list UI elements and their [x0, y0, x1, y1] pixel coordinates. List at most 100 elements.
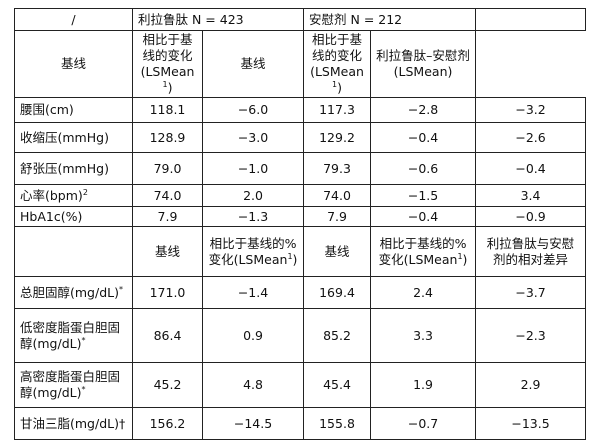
- cell: 基线: [132, 226, 203, 277]
- footnote-mark: 2: [82, 187, 88, 197]
- cell: 85.2: [303, 308, 372, 363]
- table-row: 基线 相比于基线的%变化(LSMean1) 基线 相比于基线的%变化(LSMean1)…: [14, 226, 587, 277]
- cell: −14.5: [201, 407, 305, 440]
- cell: 利拉鲁肽与安慰剂的相对差异: [475, 226, 587, 277]
- cell: −0.4: [370, 206, 477, 227]
- cell: 相比于基线的变化(LSMean1): [132, 30, 203, 98]
- cell: −0.6: [370, 152, 477, 185]
- cell: 基线: [14, 30, 133, 98]
- cell: 74.0: [303, 184, 372, 207]
- empty-cell: [475, 8, 587, 31]
- footnote-mark: 1: [332, 79, 338, 89]
- corner-cell: /: [14, 8, 133, 31]
- row-label: 收缩压(mmHg): [14, 122, 133, 153]
- cell-text: 心率(bpm): [20, 187, 83, 203]
- footnote-mark: 1: [287, 251, 293, 261]
- cell: 相比于基线的变化(LSMean1): [303, 30, 372, 98]
- cell: −3.7: [475, 276, 587, 309]
- table-row: 收缩压(mmHg) 128.9 −3.0 129.2 −0.4 −2.6: [14, 122, 587, 153]
- cell: 86.4: [132, 308, 203, 363]
- cell: 155.8: [303, 407, 372, 440]
- cell: 79.3: [303, 152, 372, 185]
- cell: 相比于基线的%变化(LSMean1): [201, 226, 305, 277]
- cell: 3.3: [370, 308, 477, 363]
- cell: −1.0: [201, 152, 305, 185]
- cell: 2.4: [370, 276, 477, 309]
- cell: 74.0: [132, 184, 203, 207]
- footnote-mark: *: [81, 335, 86, 345]
- cell: −2.6: [475, 122, 587, 153]
- row-label: 总胆固醇(mg/dL)*: [14, 276, 133, 309]
- cell-text: 相比于基线的变化(LSMean: [310, 32, 364, 79]
- cell: 45.2: [132, 362, 203, 408]
- cell: −6.0: [201, 97, 305, 123]
- cell: 171.0: [132, 276, 203, 309]
- cell-text: ): [167, 80, 173, 95]
- row-label: 舒张压(mmHg): [14, 152, 133, 185]
- cell: −3.2: [475, 97, 587, 123]
- table-row: 总胆固醇(mg/dL)* 171.0 −1.4 169.4 2.4 −3.7: [14, 276, 587, 309]
- cell: −1.5: [370, 184, 477, 207]
- cell: 0.9: [201, 308, 305, 363]
- cell-text: 相比于基线的%变化(LSMean: [378, 235, 467, 267]
- row-label: 低密度脂蛋白胆固醇(mg/dL)*: [14, 308, 133, 363]
- cell: −3.0: [201, 122, 305, 153]
- header-row: / 利拉鲁肽 N = 423 安慰剂 N = 212: [14, 8, 587, 31]
- cell: 2.9: [475, 362, 587, 408]
- cell-text: 低密度脂蛋白胆固醇(mg/dL): [20, 319, 121, 351]
- cell: 169.4: [303, 276, 372, 309]
- footnote-mark: *: [118, 284, 123, 294]
- cell-text: 高密度脂蛋白胆固醇(mg/dL): [20, 369, 121, 400]
- cell-text: 相比于基线的变化(LSMean: [140, 32, 195, 79]
- cell: 7.9: [303, 206, 372, 227]
- cell: 4.8: [201, 362, 305, 408]
- cell: 156.2: [132, 407, 203, 440]
- cell: −2.3: [475, 308, 587, 363]
- row-label: HbA1c(%): [14, 206, 133, 227]
- cell: 1.9: [370, 362, 477, 408]
- table-row: 低密度脂蛋白胆固醇(mg/dL)* 86.4 0.9 85.2 3.3 −2.3: [14, 308, 587, 363]
- row-label: 心率(bpm)2: [14, 184, 133, 207]
- row-label: 甘油三脂(mg/dL)†: [14, 407, 133, 440]
- footnote-mark: 1: [457, 251, 463, 261]
- footnote-mark: 1: [162, 79, 168, 89]
- cell: −2.8: [370, 97, 477, 123]
- cell: −1.4: [201, 276, 305, 309]
- footnote-mark: *: [81, 384, 86, 394]
- cell: −0.4: [370, 122, 477, 153]
- table-row: 甘油三脂(mg/dL)† 156.2 −14.5 155.8 −0.7 −13.5: [14, 407, 587, 440]
- table-row: 腰围(cm) 118.1 −6.0 117.3 −2.8 −3.2: [14, 97, 587, 123]
- cell: 129.2: [303, 122, 372, 153]
- cell: 2.0: [201, 184, 305, 207]
- cell: −0.9: [475, 206, 587, 227]
- cell: 利拉鲁肽–安慰剂(LSMean): [370, 30, 477, 98]
- cell-text: 相比于基线的%变化(LSMean: [208, 235, 297, 267]
- cell-text: ): [337, 80, 342, 95]
- cell: −13.5: [475, 407, 587, 440]
- cell: −0.7: [370, 407, 477, 440]
- cell-text: ): [462, 251, 468, 267]
- cell-text: 总胆固醇(mg/dL): [20, 284, 119, 300]
- cell: 3.4: [475, 184, 587, 207]
- cell: 相比于基线的%变化(LSMean1): [370, 226, 477, 277]
- group-header: 安慰剂 N = 212: [303, 8, 477, 31]
- row-label: 腰围(cm): [14, 97, 133, 123]
- cell: 45.4: [303, 362, 372, 408]
- cell: 117.3: [303, 97, 372, 123]
- table-row: 心率(bpm)2 74.0 2.0 74.0 −1.5 3.4: [14, 184, 587, 207]
- cell: 128.9: [132, 122, 203, 153]
- cell: −1.3: [201, 206, 305, 227]
- cell: −0.4: [475, 152, 587, 185]
- cell: 79.0: [132, 152, 203, 185]
- cell: 基线: [303, 226, 372, 277]
- cell: 7.9: [132, 206, 203, 227]
- table-row: 舒张压(mmHg) 79.0 −1.0 79.3 −0.6 −0.4: [14, 152, 587, 185]
- group-header: 利拉鲁肽 N = 423: [131, 8, 305, 31]
- table-row: 高密度脂蛋白胆固醇(mg/dL)* 45.2 4.8 45.4 1.9 2.9: [14, 362, 587, 408]
- empty-cell: [14, 226, 133, 277]
- row-label: 高密度脂蛋白胆固醇(mg/dL)*: [14, 362, 133, 408]
- cell-text: ): [292, 251, 298, 267]
- cell: 118.1: [132, 97, 203, 123]
- data-table: / 利拉鲁肽 N = 423 安慰剂 N = 212 基线 相比于基线的变化(LS…: [14, 8, 587, 440]
